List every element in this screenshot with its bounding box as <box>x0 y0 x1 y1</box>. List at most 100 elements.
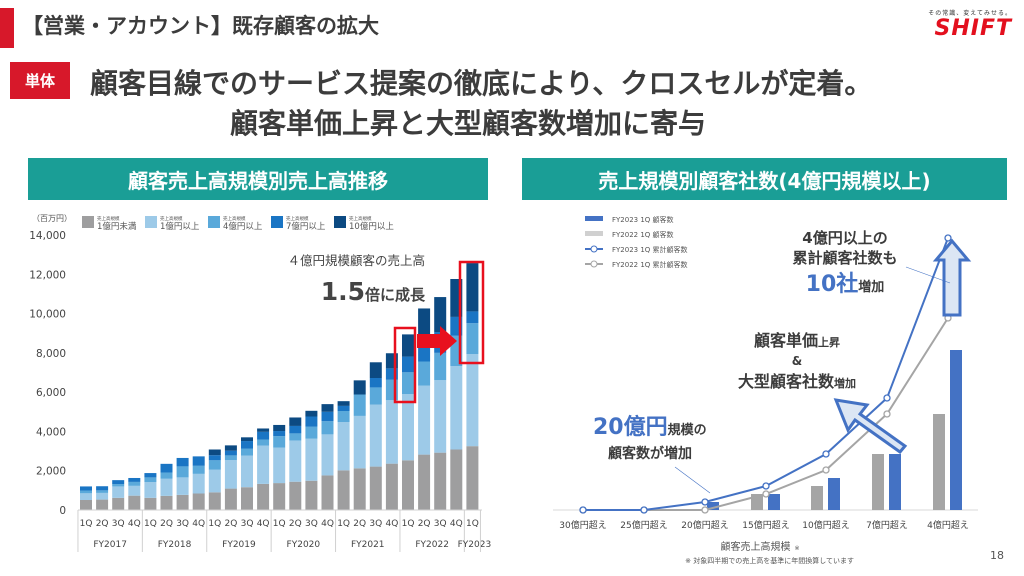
bar-segment <box>321 411 334 422</box>
bar-fy2023 <box>950 350 962 510</box>
bar-segment <box>337 422 350 471</box>
logo-tagline: その常識、変えてみせる。 <box>928 10 1012 17</box>
annotation-a2-sub: 増加 <box>834 376 856 390</box>
bar-segment <box>96 490 109 493</box>
key-message-line2: 顧客単価上昇と大型顧客数増加に寄与 <box>230 107 707 140</box>
shift-logo: SHIFT <box>934 16 1012 41</box>
y-tick-label: 2,000 <box>36 466 66 478</box>
x-tick-label: 4Q <box>385 519 398 529</box>
bar-segment <box>96 492 109 500</box>
y-tick-label: 4,000 <box>36 426 66 438</box>
bar-segment <box>208 449 221 456</box>
annotation-a3-line2: 顧客数が増加 <box>608 445 692 462</box>
bar-segment <box>112 486 125 498</box>
bar-segment <box>257 428 270 432</box>
bar-segment <box>176 457 189 467</box>
bar-segment <box>112 484 125 487</box>
line-marker <box>883 410 891 418</box>
page-number: 18 <box>990 549 1004 562</box>
legend-label: 7億円以上 <box>286 221 326 232</box>
bar-segment <box>305 480 318 510</box>
x-tick-label: 2Q <box>353 519 366 529</box>
x-axis-title-mark: ※ <box>794 545 799 552</box>
bar-segment <box>385 368 398 380</box>
x-tick-label: 10億円超え <box>802 519 849 531</box>
legend-swatch <box>271 216 283 228</box>
bar-segment <box>273 483 286 510</box>
bar-segment <box>289 417 302 426</box>
bar-segment <box>353 415 366 469</box>
bar-segment <box>273 424 286 432</box>
x-group-label: FY2022 <box>415 540 449 550</box>
bar-segment <box>160 472 173 479</box>
bar-fy2023 <box>768 494 780 510</box>
bar-segment <box>128 477 141 482</box>
annotation-a1-big: 10社 <box>806 271 859 297</box>
bar-segment <box>192 456 205 466</box>
x-tick-label: 2Q <box>224 519 237 529</box>
bar-segment <box>434 452 447 510</box>
x-tick-label: 15億円超え <box>742 519 789 531</box>
x-tick-label: 1Q <box>144 519 157 529</box>
bar-segment <box>224 450 237 456</box>
annotation-a3-line1: 20億円規模の <box>593 414 707 440</box>
bar-segment <box>112 497 125 510</box>
annotation-growth: 1.5倍に成長 <box>321 277 426 306</box>
x-tick-label: 3Q <box>176 519 189 529</box>
x-tick-label: 4Q <box>257 519 270 529</box>
bar-segment <box>450 449 463 510</box>
bar-segment <box>434 352 447 381</box>
x-tick-label: 4Q <box>450 519 463 529</box>
x-tick-label: 1Q <box>337 519 350 529</box>
legend-prefix: 売上高規模 <box>349 215 372 222</box>
annotation-a2-sub: 上昇 <box>818 335 840 349</box>
bar-segment <box>369 378 382 388</box>
bar-segment <box>337 470 350 510</box>
y-tick-label: 12,000 <box>29 269 66 281</box>
highlight-box-fy2022 <box>393 326 417 404</box>
bar-segment <box>337 401 350 406</box>
bar-segment <box>402 460 414 510</box>
x-group-label: FY2018 <box>158 540 192 550</box>
legend-swatch <box>208 216 220 228</box>
x-group-label: FY2017 <box>93 540 127 550</box>
bar-segment <box>241 448 253 456</box>
bar-segment <box>369 387 382 405</box>
bar-segment <box>144 477 157 483</box>
bar-segment <box>418 385 431 455</box>
bar-segment <box>241 441 253 449</box>
legend-label: 1億円以上 <box>160 221 200 232</box>
bar-segment <box>305 410 318 417</box>
bar-segment <box>224 445 237 451</box>
callout-line <box>905 266 951 284</box>
right-panel-header: 売上規模別顧客社数(4億円規模以上) <box>522 158 1007 200</box>
bar-segment <box>466 263 479 312</box>
bar-segment <box>289 425 302 434</box>
bar-segment <box>321 475 334 510</box>
bar-segment <box>144 497 157 510</box>
x-tick-label: 1Q <box>208 519 221 529</box>
x-tick-label: 25億円超え <box>620 519 667 531</box>
bar-segment <box>305 416 318 427</box>
legend-swatch <box>585 231 603 236</box>
bar-segment <box>321 434 334 476</box>
legend-marker <box>590 260 598 268</box>
bar-segment <box>192 473 205 494</box>
bar-segment <box>289 433 302 441</box>
bar-segment <box>128 485 141 496</box>
x-tick-label: 4Q <box>321 519 334 529</box>
key-message-line1: 顧客目線でのサービス提案の徹底により、クロスセルが定着。 <box>90 67 873 100</box>
bar-segment <box>192 493 205 510</box>
bar-segment <box>208 492 221 510</box>
bar-segment <box>353 394 366 416</box>
page-title: 【営業・アカウント】既存顧客の拡大 <box>22 14 379 38</box>
line-marker <box>822 450 830 458</box>
bar-segment <box>208 455 221 461</box>
bar-segment <box>289 481 302 510</box>
legend-label: FY2022 1Q 顧客数 <box>612 230 674 239</box>
annotation-a1-small: 増加 <box>858 279 884 295</box>
up-arrow-icon <box>932 238 972 317</box>
bar-segment <box>257 445 270 484</box>
x-tick-label: 3Q <box>369 519 382 529</box>
bar-segment <box>337 405 350 411</box>
